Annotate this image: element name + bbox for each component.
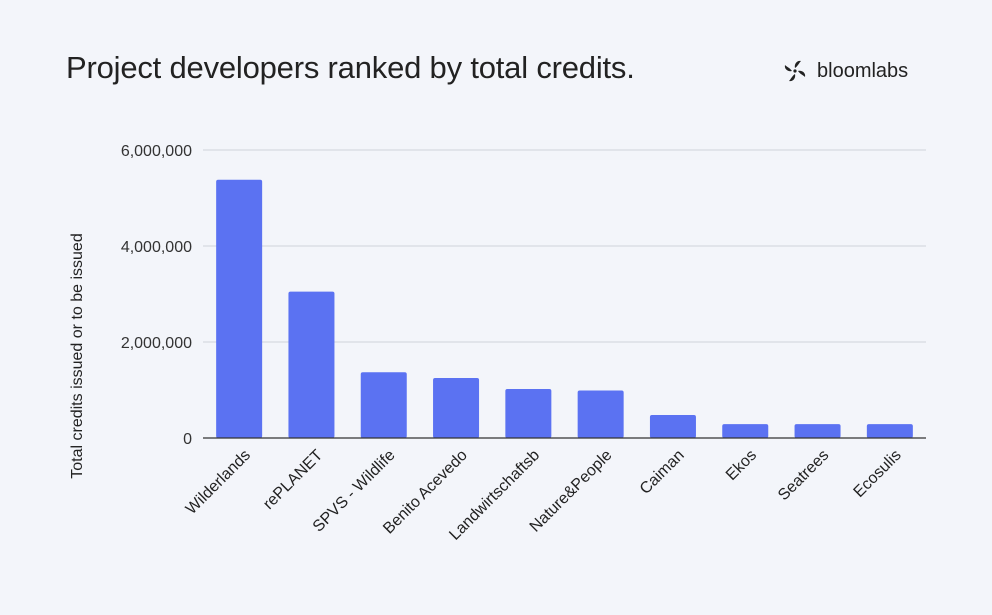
x-tick-label: Caiman [637, 447, 688, 498]
y-axis-title: Total credits issued or to be issued [69, 233, 86, 478]
brand-logo: bloomlabs [782, 58, 908, 84]
bar [288, 291, 335, 438]
bar [360, 372, 407, 438]
x-tick-label: Seatrees [775, 447, 832, 504]
chart-title: Project developers ranked by total credi… [66, 50, 635, 85]
bar [577, 390, 624, 438]
bar [866, 424, 913, 438]
bar [433, 378, 480, 438]
y-tick-label: 0 [183, 431, 192, 448]
y-tick-label: 6,000,000 [121, 143, 192, 160]
y-tick-label: 2,000,000 [121, 335, 192, 352]
x-tick-label: Wilderlands [183, 447, 254, 518]
x-tick-label: Ekos [723, 447, 760, 484]
bar [722, 424, 769, 438]
brand-name: bloomlabs [817, 59, 909, 82]
y-tick-label: 4,000,000 [121, 239, 192, 256]
bloomlabs-logo-icon [784, 60, 806, 82]
bar [794, 424, 841, 438]
x-tick-label: rePLANET [260, 447, 326, 513]
bar [649, 414, 696, 438]
x-tick-label: Ecosulis [851, 447, 905, 501]
bar [505, 389, 552, 438]
bar [216, 179, 263, 438]
